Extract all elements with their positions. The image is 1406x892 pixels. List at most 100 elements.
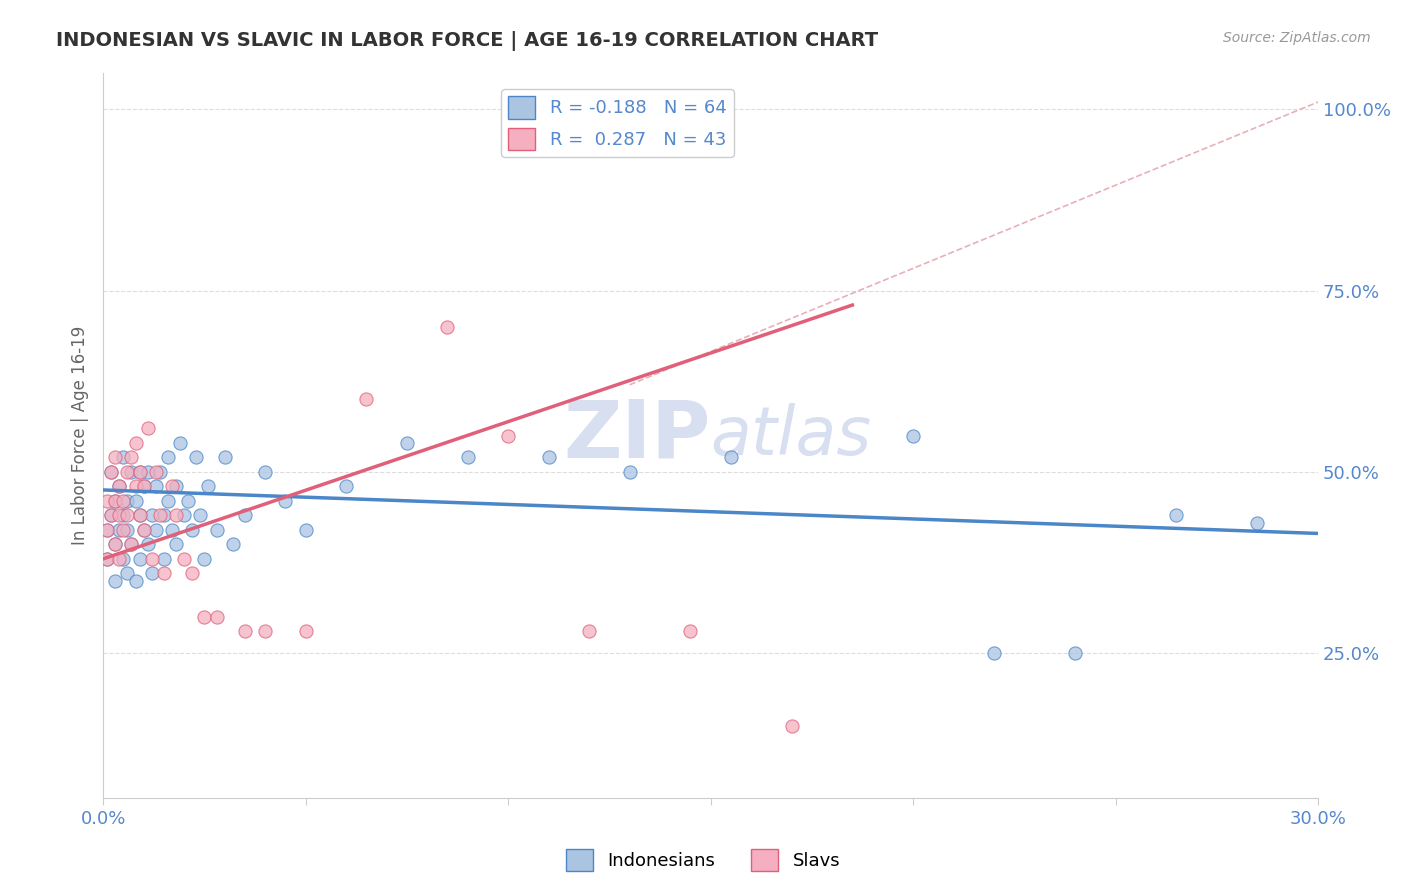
Point — [136, 537, 159, 551]
Point — [128, 465, 150, 479]
Legend: R = -0.188   N = 64, R =  0.287   N = 43: R = -0.188 N = 64, R = 0.287 N = 43 — [501, 89, 734, 157]
Point — [205, 610, 228, 624]
Point — [128, 465, 150, 479]
Point — [169, 435, 191, 450]
Point — [156, 493, 179, 508]
Point — [578, 624, 600, 639]
Point — [205, 523, 228, 537]
Point — [96, 493, 118, 508]
Point — [136, 465, 159, 479]
Point — [104, 493, 127, 508]
Point — [496, 428, 519, 442]
Point — [117, 523, 139, 537]
Point — [104, 574, 127, 588]
Y-axis label: In Labor Force | Age 16-19: In Labor Force | Age 16-19 — [72, 326, 89, 545]
Text: atlas: atlas — [710, 402, 872, 468]
Point — [214, 450, 236, 465]
Point — [121, 537, 143, 551]
Point — [274, 493, 297, 508]
Point — [160, 479, 183, 493]
Point — [124, 574, 146, 588]
Point — [901, 428, 924, 442]
Text: Source: ZipAtlas.com: Source: ZipAtlas.com — [1223, 31, 1371, 45]
Point — [181, 566, 204, 581]
Point — [117, 508, 139, 523]
Point — [108, 479, 131, 493]
Point — [1064, 646, 1087, 660]
Point — [173, 551, 195, 566]
Point — [121, 450, 143, 465]
Point — [100, 508, 122, 523]
Point — [145, 465, 167, 479]
Point — [108, 508, 131, 523]
Point — [233, 508, 256, 523]
Point — [141, 566, 163, 581]
Point — [145, 479, 167, 493]
Point — [132, 479, 155, 493]
Point — [136, 421, 159, 435]
Point — [177, 493, 200, 508]
Point — [96, 523, 118, 537]
Point — [141, 551, 163, 566]
Point — [186, 450, 208, 465]
Point — [720, 450, 742, 465]
Point — [104, 537, 127, 551]
Point — [173, 508, 195, 523]
Point — [254, 465, 277, 479]
Point — [104, 493, 127, 508]
Point — [1166, 508, 1188, 523]
Point — [108, 551, 131, 566]
Point — [112, 450, 135, 465]
Point — [132, 479, 155, 493]
Point — [679, 624, 702, 639]
Point — [96, 551, 118, 566]
Point — [153, 566, 176, 581]
Legend: Indonesians, Slavs: Indonesians, Slavs — [558, 842, 848, 879]
Point — [141, 508, 163, 523]
Point — [165, 537, 187, 551]
Point — [153, 508, 176, 523]
Point — [181, 523, 204, 537]
Point — [117, 465, 139, 479]
Point — [96, 523, 118, 537]
Point — [356, 392, 378, 407]
Point — [165, 479, 187, 493]
Point — [112, 523, 135, 537]
Point — [121, 537, 143, 551]
Point — [983, 646, 1005, 660]
Point — [108, 523, 131, 537]
Point — [145, 523, 167, 537]
Point — [780, 718, 803, 732]
Point — [188, 508, 211, 523]
Point — [153, 551, 176, 566]
Point — [128, 508, 150, 523]
Point — [104, 537, 127, 551]
Point — [132, 523, 155, 537]
Point — [156, 450, 179, 465]
Point — [457, 450, 479, 465]
Point — [117, 566, 139, 581]
Point — [149, 508, 172, 523]
Point — [124, 479, 146, 493]
Text: INDONESIAN VS SLAVIC IN LABOR FORCE | AGE 16-19 CORRELATION CHART: INDONESIAN VS SLAVIC IN LABOR FORCE | AG… — [56, 31, 879, 51]
Point — [197, 479, 219, 493]
Point — [108, 479, 131, 493]
Point — [165, 508, 187, 523]
Point — [121, 465, 143, 479]
Point — [254, 624, 277, 639]
Point — [149, 465, 172, 479]
Point — [233, 624, 256, 639]
Point — [132, 523, 155, 537]
Point — [335, 479, 357, 493]
Point — [96, 551, 118, 566]
Point — [124, 435, 146, 450]
Point — [294, 624, 316, 639]
Point — [100, 465, 122, 479]
Point — [100, 508, 122, 523]
Point — [436, 319, 458, 334]
Point — [128, 508, 150, 523]
Point — [1246, 516, 1268, 530]
Point — [124, 493, 146, 508]
Point — [619, 465, 641, 479]
Point — [104, 450, 127, 465]
